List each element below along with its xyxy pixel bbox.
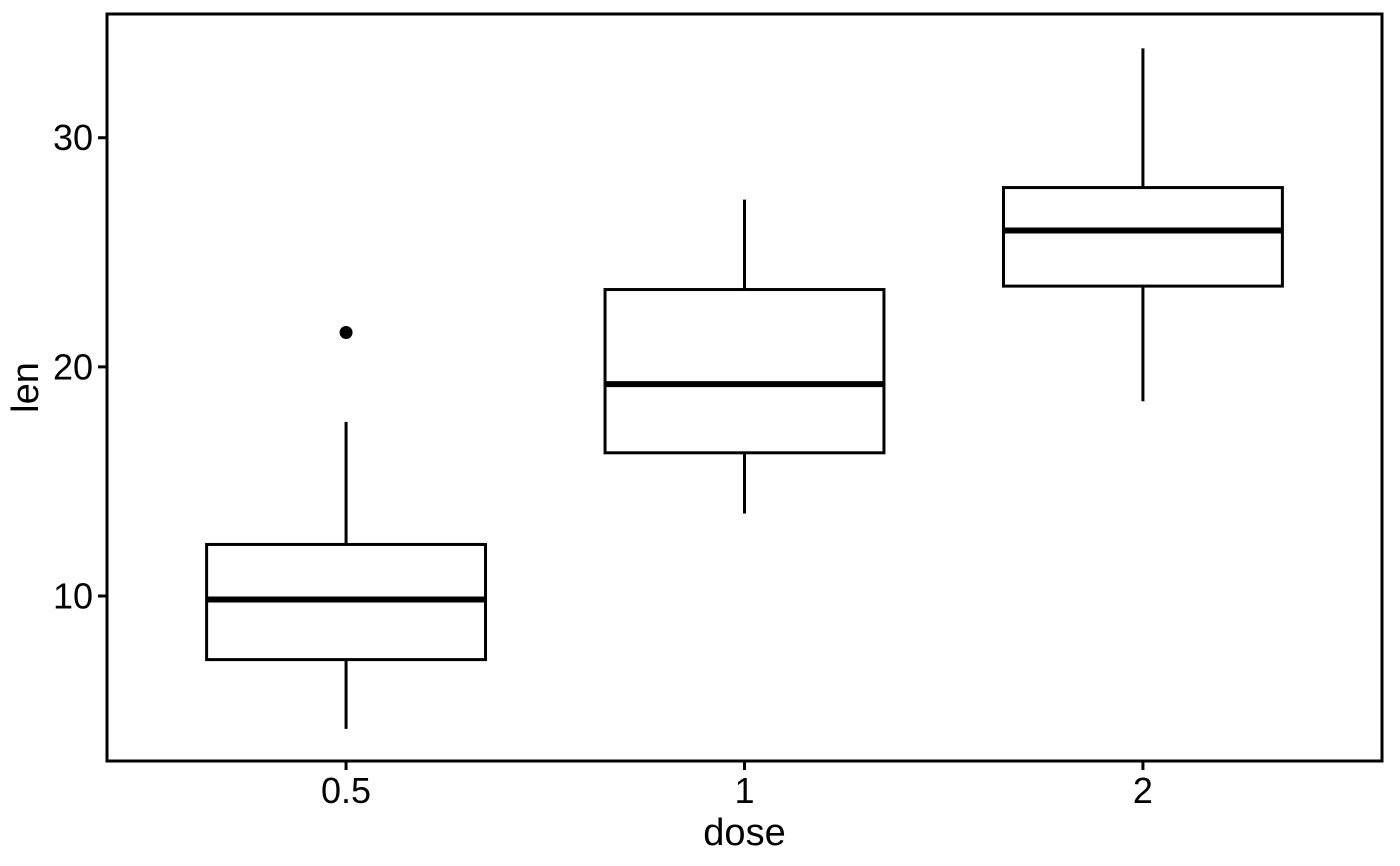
y-axis-ticks: 10 20 30: [53, 117, 107, 617]
iqr-box: [1001, 186, 1284, 288]
y-axis-title: len: [5, 362, 47, 413]
outlier-point: [339, 326, 353, 340]
boxplot-group-0.5: [205, 326, 488, 729]
y-tick-label: 10: [53, 576, 93, 617]
boxplot-group-1: [603, 199, 886, 514]
x-tick-label: 1: [734, 770, 754, 811]
x-tick-label: 0.5: [321, 770, 371, 811]
x-axis-title: dose: [703, 812, 785, 854]
boxplot-group-2: [1001, 48, 1284, 402]
x-axis-ticks: 0.5 1 2: [321, 761, 1153, 811]
iqr-box: [603, 288, 886, 455]
y-tick-label: 30: [53, 117, 93, 158]
boxplot-boxes: [205, 48, 1284, 729]
y-tick-label: 20: [53, 346, 93, 387]
x-tick-label: 2: [1133, 770, 1153, 811]
